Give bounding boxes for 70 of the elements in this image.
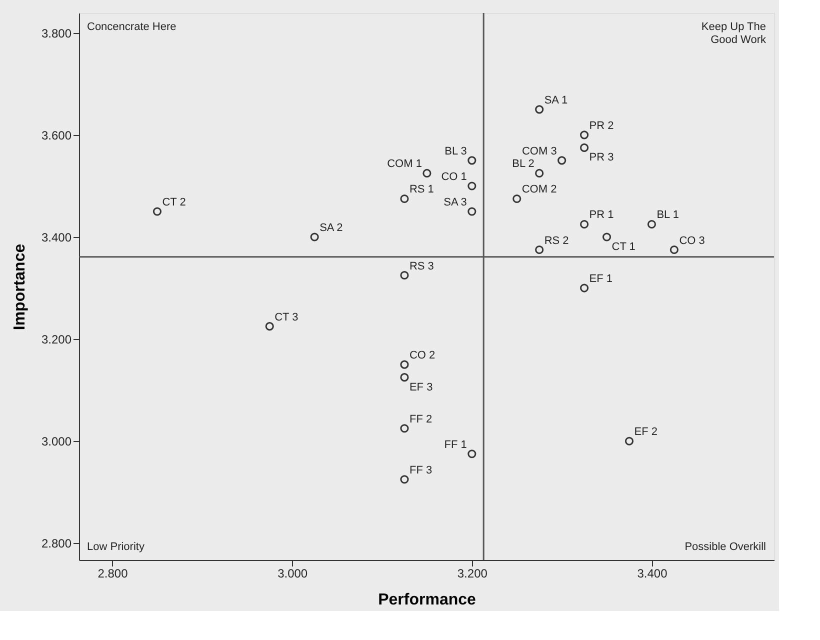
annotation: Concencrate Here xyxy=(87,21,176,33)
series-label: SA 2 xyxy=(320,222,343,234)
series-label: COM 2 xyxy=(522,184,557,196)
series-label: CO 3 xyxy=(679,234,705,247)
point xyxy=(400,360,409,369)
point xyxy=(580,143,589,152)
point xyxy=(400,475,409,484)
series-label: CO 1 xyxy=(441,170,467,183)
series-label: RS 1 xyxy=(409,184,434,196)
series-label: COM 1 xyxy=(387,158,422,170)
point xyxy=(152,207,162,216)
series-label: BL 2 xyxy=(512,158,534,170)
series-label: CT 2 xyxy=(162,196,186,208)
series-label: CT 1 xyxy=(612,241,636,254)
x-tick-label: 3.200 xyxy=(457,566,488,580)
point xyxy=(602,232,612,242)
series-label: PR 1 xyxy=(589,209,614,222)
series-label: BL 3 xyxy=(444,145,467,158)
annotation: Low Priority xyxy=(87,541,145,553)
x-axis-title: Performance xyxy=(378,592,476,608)
point xyxy=(558,156,566,165)
series-label: FF 3 xyxy=(409,464,432,476)
series-label: CO 2 xyxy=(409,350,436,362)
series-label: RS 2 xyxy=(544,234,569,247)
series-label: EF 2 xyxy=(634,426,658,438)
point xyxy=(400,373,409,382)
series-label: PR 2 xyxy=(589,120,614,132)
point xyxy=(512,194,522,204)
point xyxy=(265,322,274,331)
series-label: FF 2 xyxy=(409,413,432,426)
point xyxy=(535,105,544,114)
point xyxy=(310,232,319,242)
x-tick-label: 2.800 xyxy=(98,566,128,580)
point xyxy=(647,220,656,229)
point xyxy=(580,220,589,229)
series-label: EF 3 xyxy=(409,381,433,394)
annotation: Possible Overkill xyxy=(684,541,766,553)
point xyxy=(400,424,409,433)
x-tick-label: 3.000 xyxy=(278,566,308,580)
y-tick-label: 3.600 xyxy=(41,128,72,142)
y-tick-label: 3.000 xyxy=(41,434,72,449)
y-axis-title: Importance xyxy=(11,244,28,330)
series-label: EF 1 xyxy=(589,273,613,286)
series-label: PR 3 xyxy=(589,152,614,164)
point xyxy=(580,130,589,140)
point xyxy=(468,450,476,458)
point xyxy=(535,168,544,178)
series-label: RS 3 xyxy=(409,260,434,272)
annotation: Keep Up The Good Work xyxy=(701,21,766,46)
series-label: COM 3 xyxy=(522,145,557,158)
point xyxy=(400,270,409,280)
point xyxy=(468,182,476,190)
point xyxy=(535,245,544,254)
y-tick-label: 3.200 xyxy=(41,332,72,347)
series-label: SA 3 xyxy=(444,196,467,208)
point xyxy=(580,284,589,292)
y-tick-label: 3.800 xyxy=(41,26,72,40)
y-tick-label: 2.800 xyxy=(41,536,72,551)
series-label: BL 1 xyxy=(656,209,679,222)
point xyxy=(422,168,432,178)
point xyxy=(468,207,476,216)
point xyxy=(624,436,634,446)
point xyxy=(400,194,409,204)
point xyxy=(670,245,678,254)
series-label: SA 1 xyxy=(544,94,568,106)
series-label: CT 3 xyxy=(274,311,298,324)
y-tick-label: 3.400 xyxy=(41,230,72,245)
series-label: FF 1 xyxy=(444,438,467,451)
point xyxy=(468,156,476,165)
x-tick-label: 3.400 xyxy=(637,566,668,580)
